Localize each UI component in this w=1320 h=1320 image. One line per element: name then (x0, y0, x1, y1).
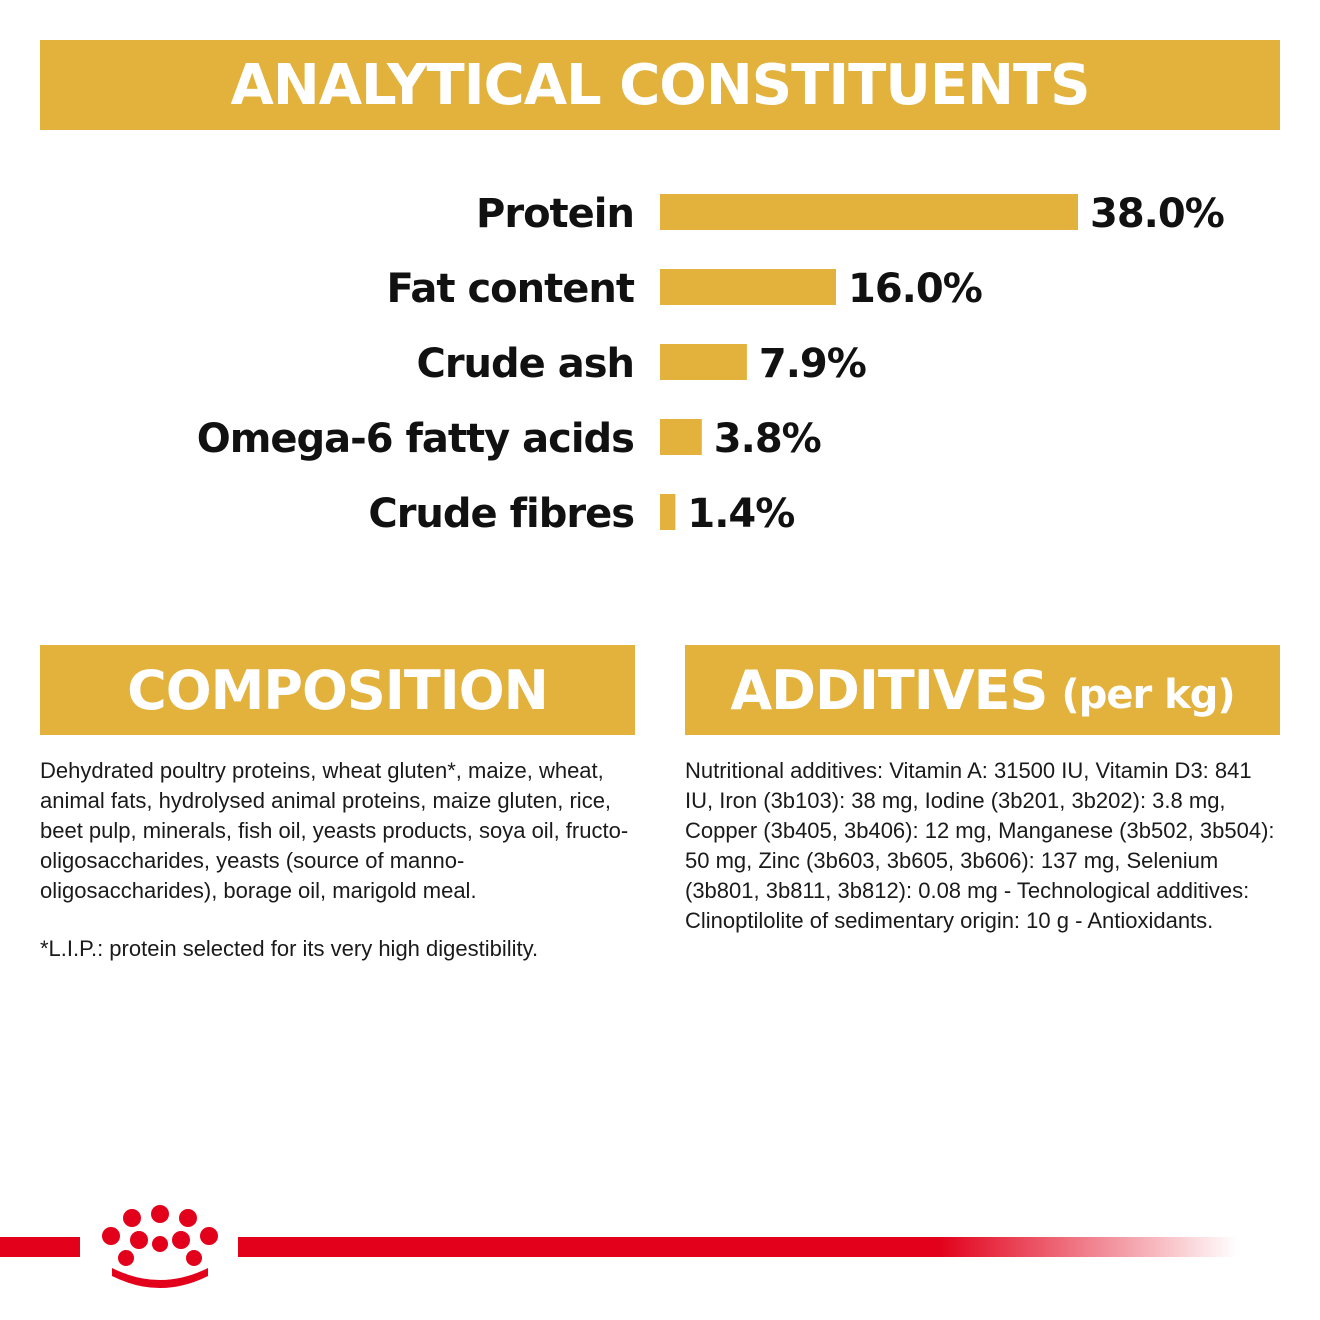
category-label: Crude ash (416, 341, 634, 387)
value-label: 1.4% (687, 491, 794, 537)
crown-icon (102, 1205, 218, 1288)
bar (660, 494, 676, 530)
bar (660, 344, 747, 380)
bar (660, 419, 702, 455)
additives-title: ADDITIVES (730, 658, 1048, 722)
value-label: 7.9% (759, 341, 866, 387)
brand-footer (0, 1205, 1238, 1288)
composition-title: COMPOSITION (127, 658, 549, 722)
bar (660, 194, 1078, 230)
value-label: 38.0% (1090, 191, 1224, 237)
additives-header: ADDITIVES (per kg) (685, 645, 1280, 735)
value-label: 3.8% (714, 416, 821, 462)
value-label: 16.0% (848, 266, 982, 312)
additives-unit: (per kg) (1061, 672, 1235, 718)
category-label: Crude fibres (368, 491, 634, 537)
category-label: Fat content (386, 266, 634, 312)
additives-text: Nutritional additives: Vitamin A: 31500 … (685, 758, 1275, 933)
analytical-constituents-header: ANALYTICAL CONSTITUENTS (40, 40, 1280, 130)
category-label: Protein (476, 191, 634, 237)
composition-footnote: *L.I.P.: protein selected for its very h… (40, 936, 539, 961)
bar (660, 269, 836, 305)
footer-stripe-right (238, 1237, 1238, 1257)
composition-header: COMPOSITION (40, 645, 635, 735)
footer-stripe-left (0, 1237, 80, 1257)
analytical-constituents-title: ANALYTICAL CONSTITUENTS (230, 52, 1091, 118)
composition-text: Dehydrated poultry proteins, wheat glute… (40, 758, 629, 903)
analytical-constituents-chart: Protein 38.0% Fat content 16.0% Crude ash 7.9… (197, 191, 1225, 537)
category-label: Omega-6 fatty acids (197, 416, 634, 462)
